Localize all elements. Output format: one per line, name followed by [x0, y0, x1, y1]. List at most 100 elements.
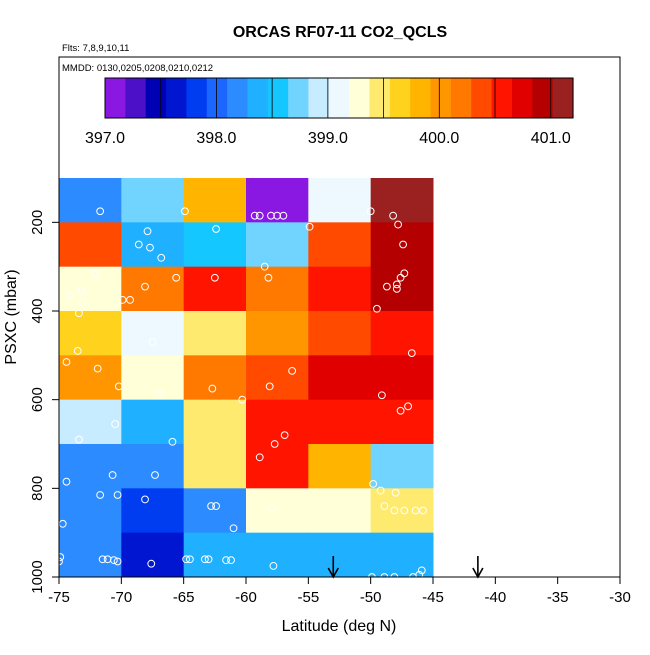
colorbar-swatch [532, 78, 554, 118]
observation-point [168, 437, 177, 446]
colorbar-swatch [328, 78, 350, 118]
observation-point [207, 502, 215, 510]
observation-point [279, 211, 288, 220]
observation-point [377, 391, 386, 400]
heatmap-cell [308, 355, 372, 401]
observation-point [75, 435, 83, 444]
y-tick-label: 400 [29, 298, 46, 323]
colorbar-swatch [125, 78, 147, 118]
colorbar-swatch [349, 78, 371, 118]
colorbar-tick-label: 399.0 [308, 130, 348, 147]
x-tick-label: -40 [484, 589, 506, 606]
observation-point [419, 506, 427, 515]
heatmap-cell [59, 266, 122, 312]
observation-point [146, 243, 154, 252]
colorbar-swatch [552, 78, 574, 118]
heatmap-cell [308, 444, 372, 489]
observation-point [269, 562, 278, 570]
heatmap-cell [121, 532, 185, 578]
observation-point [255, 453, 264, 462]
observation-point [77, 287, 86, 295]
heatmap-cell [183, 266, 247, 312]
observation-point [260, 262, 269, 271]
observation-point [109, 556, 118, 565]
heatmap-cell [121, 399, 185, 445]
observation-point [186, 555, 194, 564]
colorbar-swatch [186, 78, 208, 118]
dates-label: MMDD: 0130,0205,0208,0210,0212 [62, 63, 213, 74]
colorbar-swatch [206, 78, 228, 118]
observation-point [204, 555, 213, 564]
heatmap-cell [308, 532, 372, 578]
observation-point [273, 211, 282, 220]
observation-point [288, 366, 297, 375]
heatmap-cell [183, 311, 247, 356]
heatmap-cell [246, 178, 309, 223]
heatmap-cell [121, 266, 185, 312]
observation-point [369, 480, 378, 488]
colorbar-swatch [430, 78, 452, 118]
observation-point [111, 420, 119, 428]
y-tick-label: 800 [29, 476, 46, 501]
observation-point [364, 579, 373, 588]
x-tick-label: -60 [235, 589, 257, 606]
colorbar: 397.0 398.0 399.0 400.0 401.0 [85, 77, 574, 147]
observation-point [389, 211, 398, 220]
colorbar-tick-label: 401.0 [531, 130, 571, 147]
colorbar-swatch [267, 78, 289, 118]
observation-point [147, 559, 156, 568]
observation-point [108, 471, 117, 479]
colorbar-swatch [247, 78, 269, 118]
observation-point [96, 491, 105, 499]
observation-point [143, 227, 152, 236]
observation-point [280, 431, 289, 440]
heatmap-cell [370, 399, 434, 445]
observation-point [62, 358, 71, 366]
heatmap-cell [308, 178, 372, 223]
x-tick-label: -55 [297, 589, 319, 606]
observation-point [394, 220, 402, 229]
observation-point [380, 502, 389, 510]
heatmap-cell [246, 355, 309, 401]
colorbar-swatch [410, 78, 432, 118]
observation-point [75, 309, 83, 318]
y-tick-label: 1000 [29, 560, 46, 593]
heatmap-cell [59, 178, 122, 223]
heatmap-cell [59, 532, 122, 578]
heatmap-cell [183, 444, 247, 489]
observation-point [114, 382, 123, 391]
heatmap-cell [308, 399, 372, 445]
observation-point [399, 240, 407, 249]
y-axis-label: PSXC (mbar) [3, 269, 20, 364]
heatmap-cell [121, 355, 185, 401]
y-tick-label: 200 [29, 210, 46, 235]
observation-point [270, 440, 279, 448]
heatmap-cell [59, 355, 122, 401]
observation-point [113, 491, 122, 499]
observation-point [98, 555, 107, 564]
observation-point [227, 556, 235, 565]
observation-point [392, 280, 401, 289]
x-tick-label: -45 [422, 589, 444, 606]
observation-point [366, 207, 375, 216]
observation-point [212, 225, 220, 233]
heatmap-cell [308, 311, 372, 356]
observation-point [267, 211, 275, 220]
observation-point [65, 291, 73, 300]
observation-point [250, 211, 259, 220]
observation-point [91, 269, 100, 278]
colorbar-tick-label: 398.0 [196, 130, 236, 147]
observation-point [255, 211, 264, 220]
heatmap-cell [183, 399, 247, 445]
observation-point [415, 570, 424, 579]
observation-point [141, 282, 149, 291]
colorbar-swatch [166, 78, 187, 118]
observation-point [392, 284, 401, 293]
x-tick-label: -65 [173, 589, 195, 606]
observation-point [134, 240, 143, 249]
observation-point [264, 273, 273, 282]
plot-frame [58, 56, 621, 578]
axes: -75 -70 -65 -60 -55 -50 -45 -40 -35 -30 200 400 600 8… [29, 56, 631, 606]
